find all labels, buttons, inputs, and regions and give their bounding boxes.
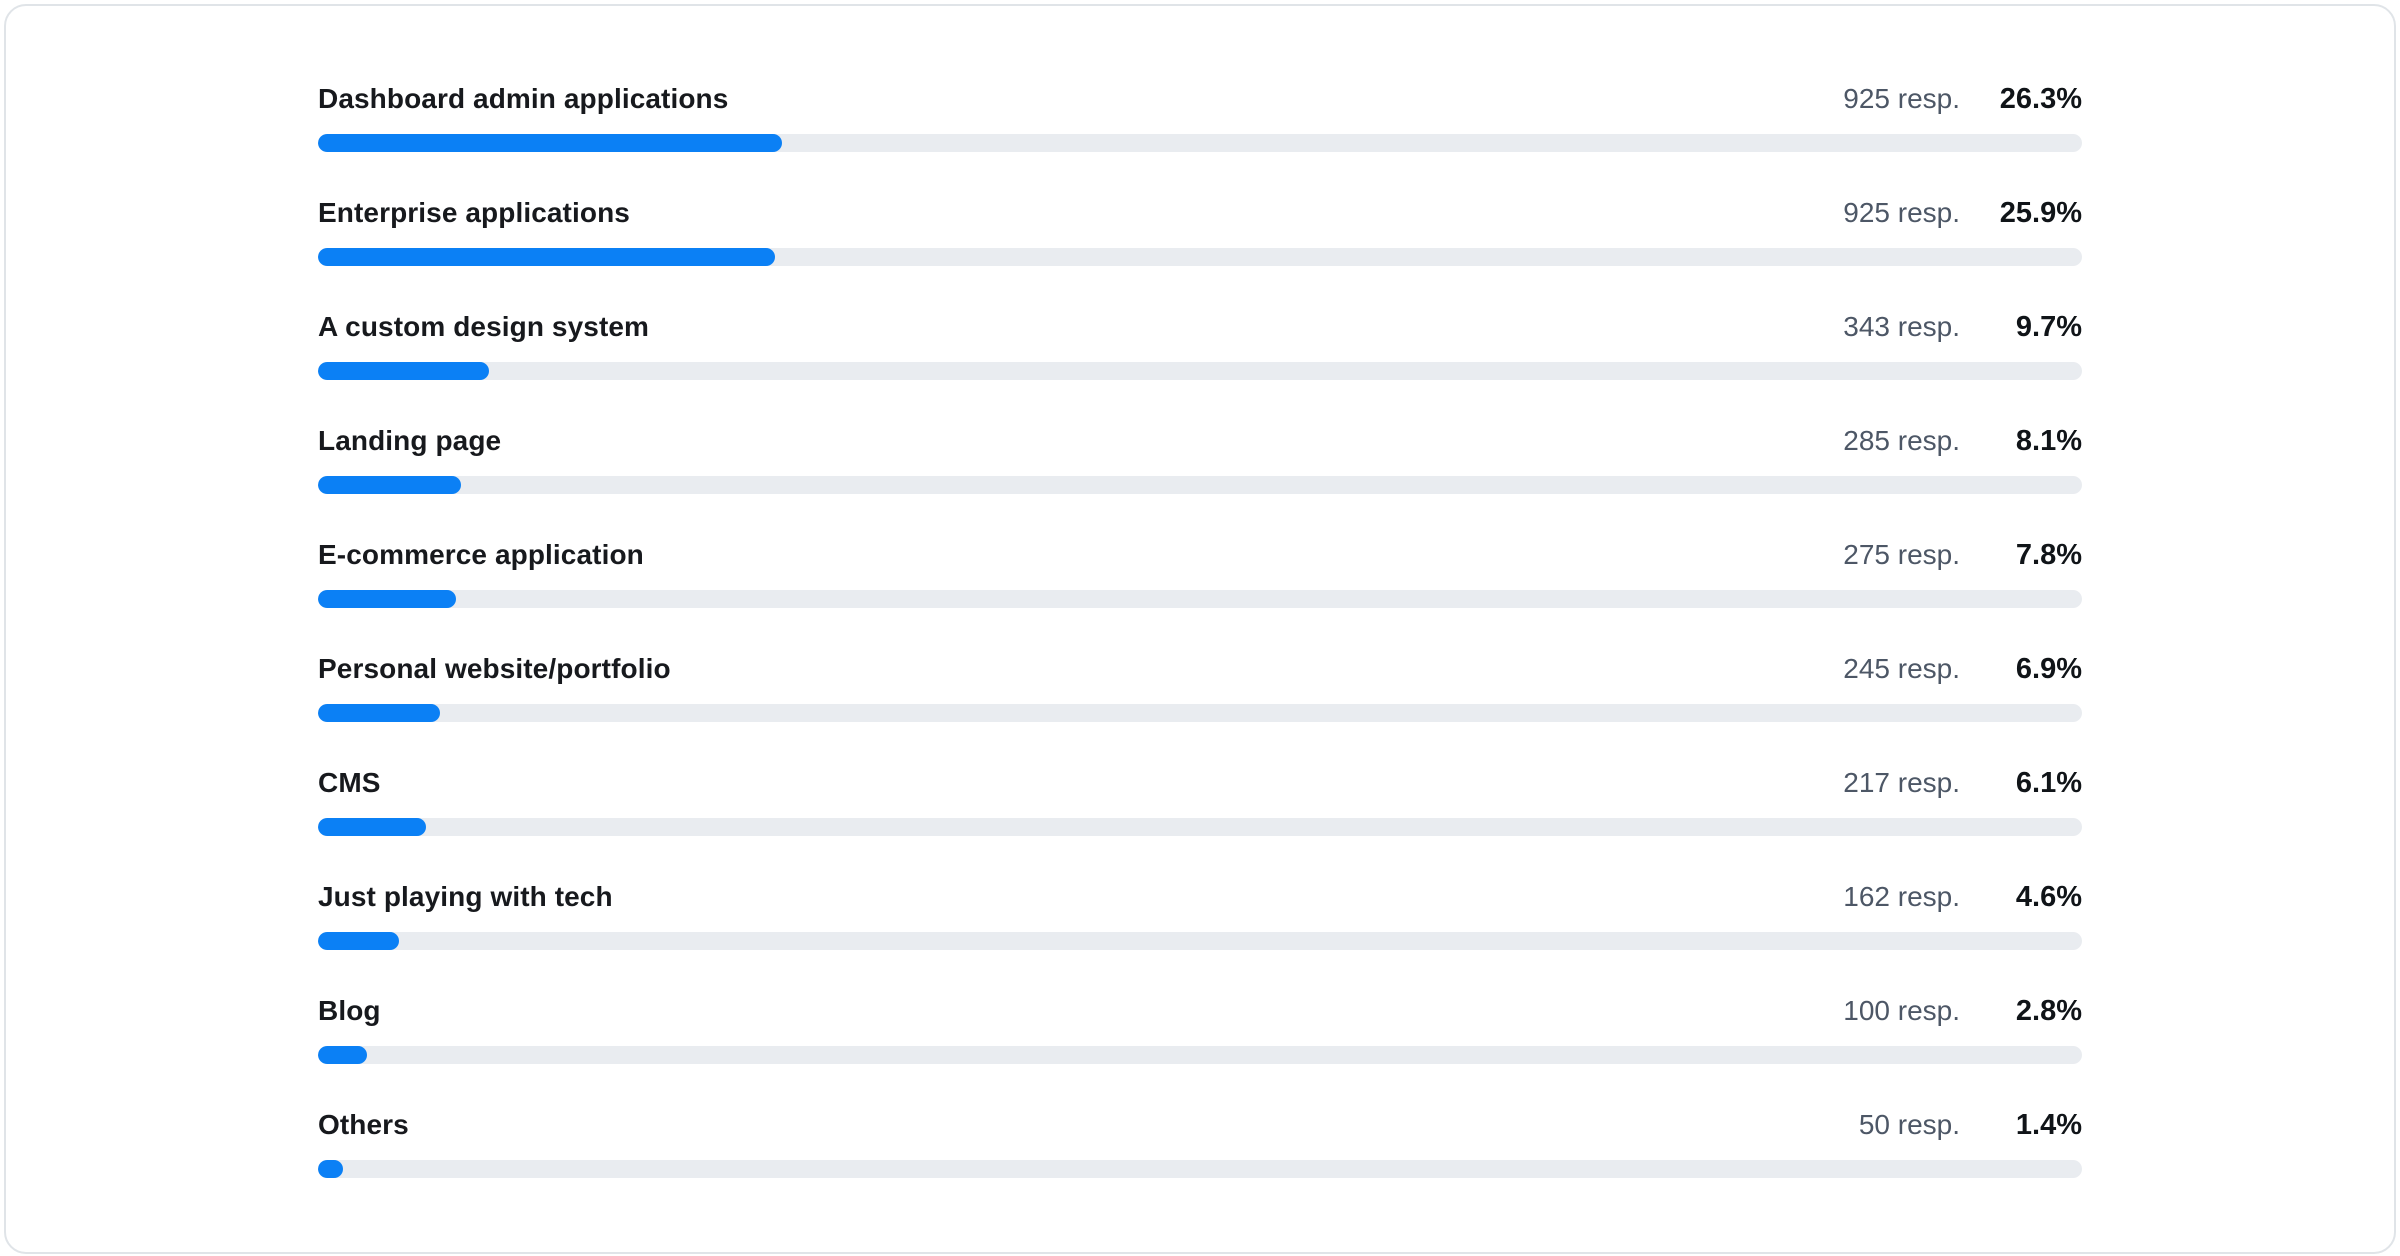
- bar-fill: [318, 248, 775, 266]
- percent-value: 7.8%: [2015, 539, 2082, 571]
- response-count: 217 resp.: [1843, 767, 1960, 798]
- response-count: 275 resp.: [1843, 539, 1960, 570]
- option-label: Enterprise applications: [318, 197, 630, 228]
- bar-fill: [318, 134, 782, 152]
- option-label: Just playing with tech: [318, 881, 613, 912]
- response-count: 162 resp.: [1843, 881, 1960, 912]
- bar-fill: [318, 704, 440, 722]
- survey-row: Enterprise applications 925 resp. 25.9%: [318, 194, 2082, 266]
- response-count: 285 resp.: [1843, 425, 1960, 456]
- survey-row: Personal website/portfolio 245 resp. 6.9…: [318, 650, 2082, 722]
- bar-track: [318, 590, 2082, 608]
- bar-fill: [318, 1046, 368, 1064]
- option-label: Dashboard admin applications: [318, 83, 729, 114]
- option-label: Personal website/portfolio: [318, 653, 671, 684]
- percent-value: 2.8%: [2015, 995, 2082, 1027]
- bar-fill: [318, 590, 456, 608]
- bar-fill: [318, 362, 490, 380]
- survey-row: A custom design system 343 resp. 9.7%: [318, 308, 2082, 380]
- bar-track: [318, 362, 2082, 380]
- percent-value: 8.1%: [2015, 425, 2082, 457]
- percent-value: 6.1%: [2015, 767, 2082, 799]
- response-count: 925 resp.: [1843, 197, 1960, 228]
- bar-track: [318, 476, 2082, 494]
- percent-value: 4.6%: [2015, 881, 2082, 913]
- survey-row: CMS 217 resp. 6.1%: [318, 764, 2082, 836]
- bar-track: [318, 1046, 2082, 1064]
- survey-row: E-commerce application 275 resp. 7.8%: [318, 536, 2082, 608]
- response-count: 245 resp.: [1843, 653, 1960, 684]
- bar-track: [318, 932, 2082, 950]
- survey-row: Others 50 resp. 1.4%: [318, 1106, 2082, 1178]
- survey-row: Just playing with tech 162 resp. 4.6%: [318, 878, 2082, 950]
- option-label: CMS: [318, 767, 381, 798]
- percent-value: 1.4%: [2015, 1109, 2082, 1141]
- response-count: 100 resp.: [1843, 995, 1960, 1026]
- bar-track: [318, 704, 2082, 722]
- option-label: Blog: [318, 995, 381, 1026]
- survey-results-card: Dashboard admin applications 925 resp. 2…: [4, 4, 2396, 1254]
- percent-value: 25.9%: [1999, 197, 2082, 229]
- percent-value: 9.7%: [2015, 311, 2082, 343]
- bar-track: [318, 134, 2082, 152]
- response-count: 925 resp.: [1843, 83, 1960, 114]
- option-label: E-commerce application: [318, 539, 644, 570]
- survey-row: Dashboard admin applications 925 resp. 2…: [318, 80, 2082, 152]
- bar-fill: [318, 1160, 343, 1178]
- response-count: 343 resp.: [1843, 311, 1960, 342]
- bar-track: [318, 1160, 2082, 1178]
- survey-row: Blog 100 resp. 2.8%: [318, 992, 2082, 1064]
- survey-row: Landing page 285 resp. 8.1%: [318, 422, 2082, 494]
- percent-value: 6.9%: [2015, 653, 2082, 685]
- bar-fill: [318, 932, 400, 950]
- option-label: Landing page: [318, 425, 502, 456]
- bar-fill: [318, 818, 426, 836]
- percent-value: 26.3%: [1999, 83, 2082, 115]
- response-count: 50 resp.: [1858, 1109, 1960, 1140]
- bar-fill: [318, 476, 461, 494]
- option-label: Others: [318, 1109, 409, 1140]
- option-label: A custom design system: [318, 311, 650, 342]
- bar-track: [318, 248, 2082, 266]
- bar-track: [318, 818, 2082, 836]
